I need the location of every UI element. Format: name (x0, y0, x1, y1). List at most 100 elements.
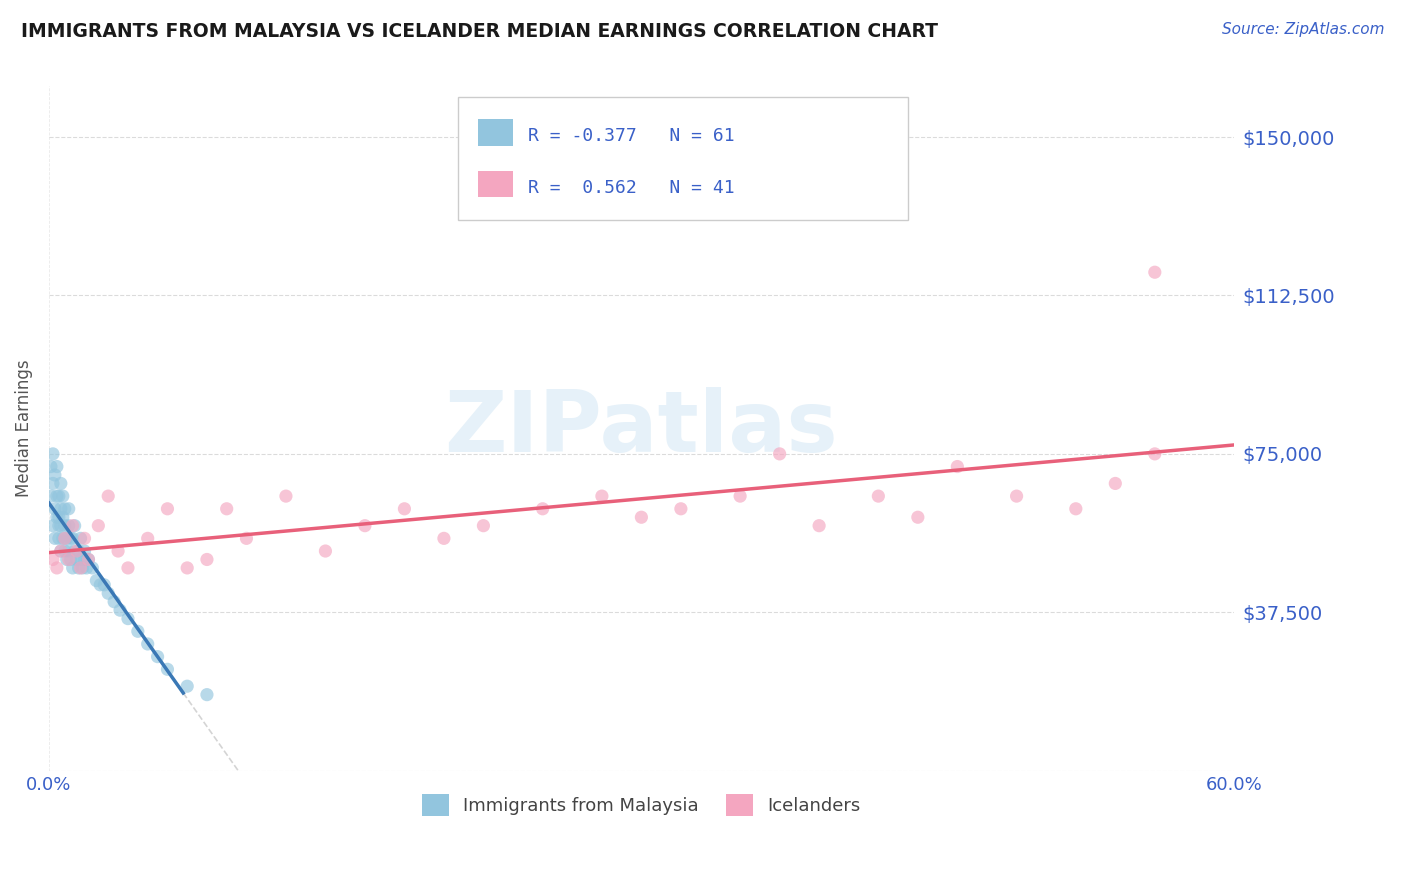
Point (86, 574, 108, 588)
Point (1104, 476, 1126, 491)
Point (48, 489, 70, 503)
Point (49, 501, 72, 516)
FancyBboxPatch shape (478, 120, 513, 146)
Point (946, 459, 969, 474)
FancyBboxPatch shape (458, 96, 908, 219)
Point (127, 624, 149, 639)
Point (82, 561, 104, 575)
Point (531, 501, 554, 516)
FancyBboxPatch shape (478, 170, 513, 197)
Point (136, 532, 159, 546)
Point (433, 532, 456, 546)
Point (108, 603, 131, 617)
Point (65, 552, 87, 566)
Point (48, 518, 70, 533)
Point (136, 637, 159, 651)
Point (49, 518, 72, 533)
Point (67, 544, 90, 558)
Point (45, 489, 67, 503)
Point (59, 532, 82, 546)
Point (591, 489, 613, 503)
Point (156, 662, 179, 676)
Point (77, 552, 100, 566)
Point (52, 510, 75, 524)
Legend: Immigrants from Malaysia, Icelanders: Immigrants from Malaysia, Icelanders (415, 787, 868, 823)
Point (53, 532, 76, 546)
Point (97, 489, 120, 503)
Point (58, 501, 80, 516)
Point (354, 518, 377, 533)
Point (868, 489, 890, 503)
Point (49, 544, 72, 558)
Point (62, 532, 84, 546)
Point (42, 447, 65, 461)
Point (44, 501, 66, 516)
Point (52, 489, 75, 503)
Point (48, 532, 70, 546)
Point (59, 552, 82, 566)
Point (107, 544, 129, 558)
Point (669, 501, 692, 516)
Point (117, 561, 139, 575)
Point (314, 544, 336, 558)
Point (93, 578, 115, 592)
Point (53, 544, 76, 558)
Point (48, 510, 70, 524)
Point (55, 552, 77, 566)
Point (728, 489, 751, 503)
Point (1143, 447, 1166, 461)
Point (53, 532, 76, 546)
Text: R = -0.377   N = 61: R = -0.377 N = 61 (527, 128, 734, 145)
Point (52, 532, 75, 546)
Point (274, 489, 297, 503)
Point (768, 447, 790, 461)
Point (1064, 501, 1087, 516)
Point (45, 510, 67, 524)
Point (77, 552, 100, 566)
Point (235, 532, 257, 546)
Text: ZIPatlas: ZIPatlas (444, 387, 838, 470)
Point (53, 501, 76, 516)
Point (62, 561, 84, 575)
Point (156, 501, 179, 516)
Text: Source: ZipAtlas.com: Source: ZipAtlas.com (1222, 22, 1385, 37)
Point (42, 552, 65, 566)
Point (195, 688, 218, 702)
Point (117, 612, 139, 626)
Point (907, 510, 929, 524)
Point (146, 649, 169, 664)
Point (45, 561, 67, 575)
Point (73, 532, 96, 546)
Point (58, 552, 80, 566)
Point (62, 518, 84, 533)
Point (1005, 489, 1028, 503)
Point (65, 544, 87, 558)
Point (69, 552, 91, 566)
Text: R =  0.562   N = 41: R = 0.562 N = 41 (527, 178, 734, 196)
Point (49, 544, 72, 558)
Point (69, 532, 91, 546)
Point (63, 544, 86, 558)
Point (49, 476, 72, 491)
Point (1143, 265, 1166, 279)
Text: IMMIGRANTS FROM MALAYSIA VS ICELANDER MEDIAN EARNINGS CORRELATION CHART: IMMIGRANTS FROM MALAYSIA VS ICELANDER ME… (21, 22, 938, 41)
Point (55, 532, 77, 546)
Point (472, 518, 495, 533)
Point (176, 561, 198, 575)
Point (44, 468, 66, 483)
Point (87, 518, 110, 533)
Point (39, 459, 62, 474)
Point (103, 595, 125, 609)
Point (630, 510, 652, 524)
Point (176, 679, 198, 693)
Point (808, 518, 831, 533)
Point (44, 532, 66, 546)
Point (89, 578, 111, 592)
Point (42, 518, 65, 533)
Point (97, 586, 120, 600)
Point (73, 552, 96, 566)
Point (53, 518, 76, 533)
Point (42, 476, 65, 491)
Point (76, 561, 98, 575)
Point (394, 501, 416, 516)
